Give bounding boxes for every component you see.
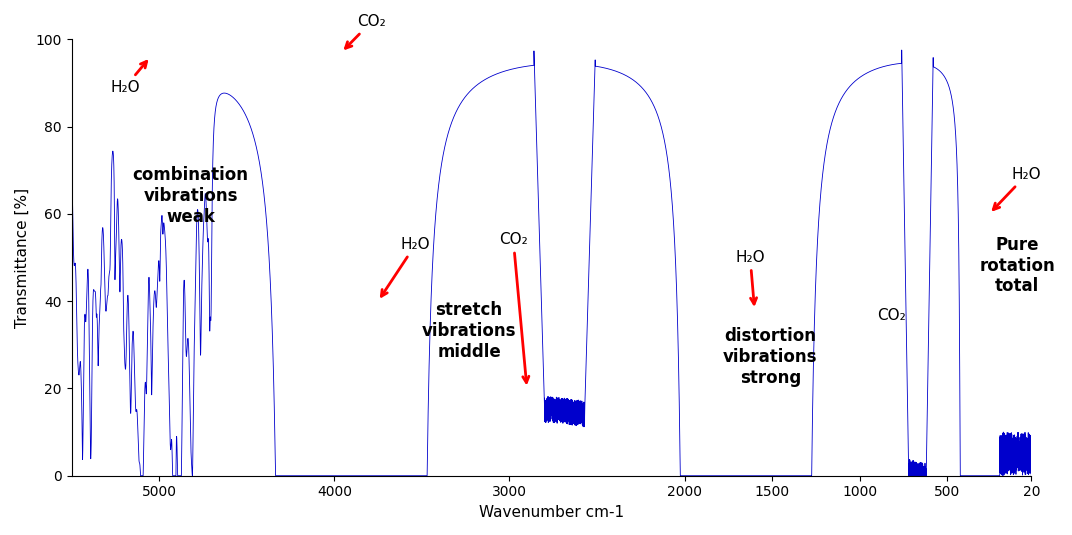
Text: stretch
vibrations
middle: stretch vibrations middle bbox=[422, 301, 517, 361]
Text: distortion
vibrations
strong: distortion vibrations strong bbox=[724, 327, 818, 387]
Text: Pure
rotation
total: Pure rotation total bbox=[980, 236, 1055, 295]
Y-axis label: Transmittance [%]: Transmittance [%] bbox=[15, 187, 30, 327]
Text: CO₂: CO₂ bbox=[498, 232, 528, 383]
Text: H₂O: H₂O bbox=[735, 250, 765, 304]
Text: H₂O: H₂O bbox=[110, 62, 147, 95]
Text: CO₂: CO₂ bbox=[877, 308, 906, 323]
Text: combination
vibrations
weak: combination vibrations weak bbox=[133, 166, 249, 226]
X-axis label: Wavenumber cm-1: Wavenumber cm-1 bbox=[479, 505, 624, 520]
Text: H₂O: H₂O bbox=[994, 167, 1042, 210]
Text: CO₂: CO₂ bbox=[345, 14, 386, 48]
Text: H₂O: H₂O bbox=[382, 237, 431, 296]
